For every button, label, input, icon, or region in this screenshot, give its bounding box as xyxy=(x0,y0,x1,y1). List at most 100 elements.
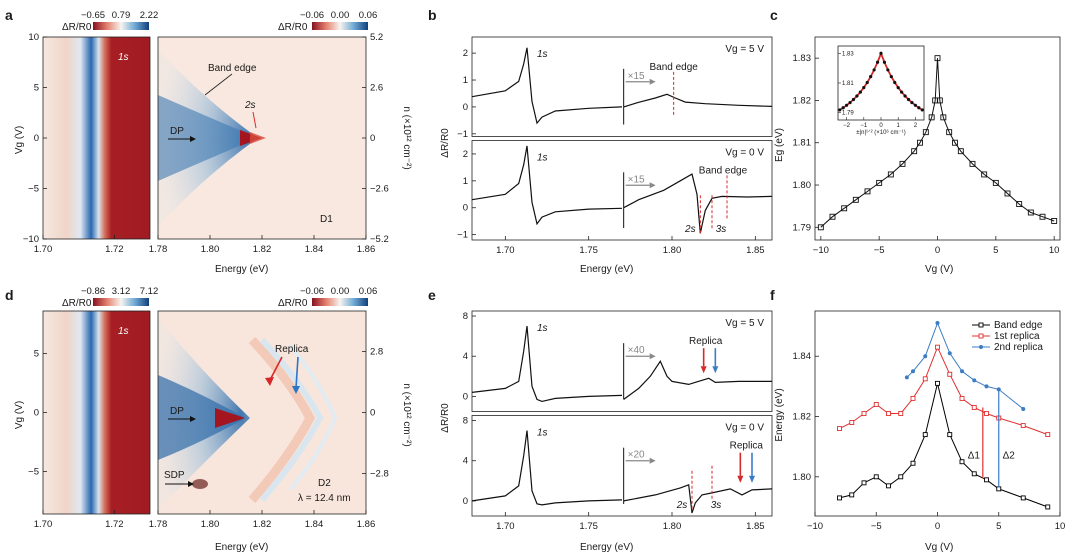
peak-label: 1s xyxy=(537,428,548,439)
y-tick-label: −1 xyxy=(457,129,468,140)
data-point xyxy=(969,160,976,167)
x-tick-label: −5 xyxy=(874,245,885,256)
inset-data-point xyxy=(903,94,907,98)
inset-y-tick-label: 1.81 xyxy=(842,81,854,87)
data-point xyxy=(1039,213,1046,220)
inset-data-point xyxy=(838,108,842,112)
x-tick-label: 1.85 xyxy=(746,521,765,532)
axis-label-y-right: n (×10¹² cm⁻²) xyxy=(401,106,412,169)
x-tick-label: −10 xyxy=(807,521,823,532)
scale-label: ×15 xyxy=(628,174,645,185)
data-point xyxy=(960,369,964,374)
spectrum-line xyxy=(623,93,773,108)
inset-data-point xyxy=(845,103,849,107)
annotation: Replica xyxy=(689,336,723,347)
data-point xyxy=(992,179,999,186)
x-tick-label: 1.72 xyxy=(105,519,124,530)
panel-label-e: e xyxy=(428,287,436,303)
data-point xyxy=(904,375,909,380)
data-point xyxy=(1020,495,1026,501)
x-tick-label: 10 xyxy=(1055,521,1066,532)
data-point xyxy=(928,114,935,121)
y-tick-label: 1.80 xyxy=(793,180,812,191)
colorbar-tick: −0.06 xyxy=(300,10,324,21)
subplot-label: Vg = 0 V xyxy=(725,148,764,159)
x-tick-label: −10 xyxy=(813,245,829,256)
annotation: Replica xyxy=(730,441,764,452)
inset-data-point xyxy=(920,108,924,112)
x-tick-label: 1.80 xyxy=(663,521,682,532)
data-point xyxy=(984,384,989,389)
data-point xyxy=(1004,190,1011,197)
subplot-label: Vg = 5 V xyxy=(725,44,764,55)
data-point xyxy=(886,483,891,489)
subplot-frame xyxy=(471,415,773,517)
series-line xyxy=(839,383,1048,508)
inset-data-point xyxy=(886,68,890,72)
axis-label-y: Vg (V) xyxy=(14,401,25,429)
data-point xyxy=(841,205,848,212)
spectrum-line xyxy=(623,173,773,234)
colorbar-tick: 7.12 xyxy=(140,286,159,297)
panel-b-plot: −1 0 1 2 Vg = 5 V 1s ×15 Band edge −1 0 1 2 Vg = 0 V… xyxy=(457,36,773,256)
y-tick-label: 0 xyxy=(34,408,39,419)
y-tick-label: 5 xyxy=(34,348,39,359)
data-point xyxy=(849,420,855,425)
replica-2-arrowhead xyxy=(749,475,755,483)
colorbar-label: ΔR/R0 xyxy=(62,22,92,33)
axis-label-y: Vg (V) xyxy=(14,126,25,154)
x-tick-label: 1.70 xyxy=(496,521,515,532)
heatmap-annotation: SDP xyxy=(164,470,185,481)
spectrum-line xyxy=(471,47,623,125)
heatmap-annotation: Replica xyxy=(275,344,309,355)
data-point xyxy=(873,402,879,407)
replica-2-arrowhead xyxy=(712,366,719,374)
heatmap-annotation: DP xyxy=(170,406,184,417)
inset-data-point xyxy=(848,100,852,105)
data-point xyxy=(971,405,977,410)
peak-label: 1s xyxy=(537,323,548,334)
y-tick-label: 1.83 xyxy=(793,53,812,64)
data-point xyxy=(922,376,928,382)
data-point xyxy=(899,160,906,167)
y-tick-label: 1.81 xyxy=(793,138,812,149)
panel-a-left-heatmap: 1s xyxy=(42,36,151,240)
inset-data-point xyxy=(917,106,921,110)
inset-data-point xyxy=(865,80,869,85)
colorbar-tick: −0.86 xyxy=(81,286,105,297)
data-point xyxy=(886,411,891,416)
y-tick-label: −10 xyxy=(23,234,39,245)
colorbar-label: ΔR/R0 xyxy=(62,298,92,309)
y-right-tick-label: 0 xyxy=(370,408,375,419)
scale-arrow-head xyxy=(649,78,656,85)
data-point xyxy=(849,492,855,498)
panel-d-left-colorbar: ΔR/R0 −0.86 3.12 7.12 xyxy=(62,286,158,309)
data-point xyxy=(946,129,953,136)
y-tick-label: 1 xyxy=(463,75,468,86)
heatmap-annotation: D2 xyxy=(318,478,331,489)
colorbar-label: ΔR/R0 xyxy=(278,298,308,309)
heatmap-annotation: λ = 12.4 nm xyxy=(298,493,351,504)
panel-e-plot: 0 4 8 Vg = 5 V 1s ×40 Replica 0 4 8 Vg = 0 V 1s ×20 2… xyxy=(463,310,773,532)
data-point xyxy=(1045,432,1051,438)
peak-label: 1s xyxy=(537,49,548,60)
axis-label-y: Eg (eV) xyxy=(774,128,785,162)
panel-d-right-axes: 1.78 1.80 1.82 1.84 1.86 −2.8 0 2.8 xyxy=(149,347,389,530)
inset-axis-label: ±|n|¹ᐟ² (×10⁶ cm⁻¹) xyxy=(856,129,905,136)
data-point xyxy=(910,395,916,401)
inset-data-point xyxy=(879,51,883,56)
inset-data-point xyxy=(889,75,893,79)
data-point xyxy=(1027,209,1034,216)
x-tick-label: 1.80 xyxy=(663,245,682,256)
replica-1-arrowhead xyxy=(700,366,707,374)
scale-arrow-head xyxy=(649,353,656,360)
inset-data-point xyxy=(910,100,914,105)
x-tick-label: 1.70 xyxy=(34,519,53,530)
subplot-label: Vg = 5 V xyxy=(725,318,764,329)
colorbar-tick: 0.06 xyxy=(359,286,378,297)
inset-x-tick-label: −1 xyxy=(860,123,868,129)
annotation: 3s xyxy=(711,500,722,511)
panel-d-left-heatmap: 1s xyxy=(42,310,151,515)
inset-data-point xyxy=(851,97,856,102)
